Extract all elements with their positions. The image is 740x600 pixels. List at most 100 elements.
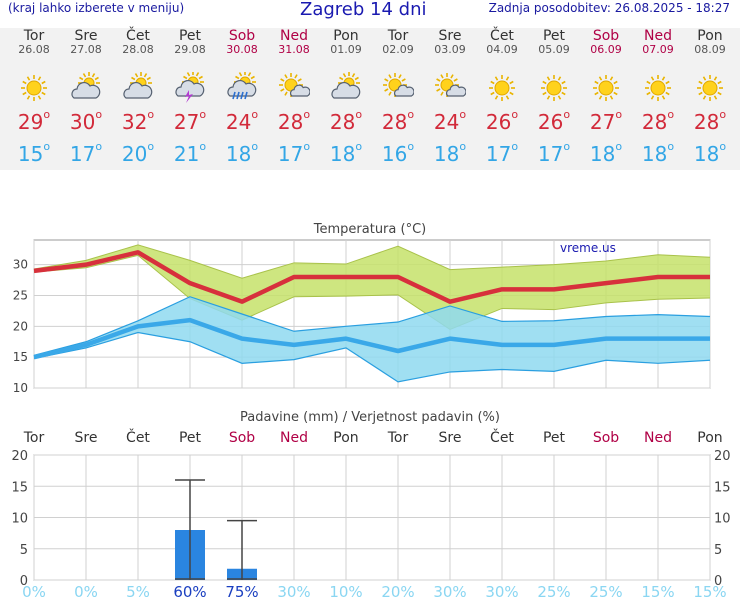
min-temp: 18o [589, 140, 623, 166]
sun-icon [697, 75, 723, 101]
precip-probability: 75% [225, 583, 258, 600]
precip-day-label: Tor [23, 430, 45, 446]
max-range-lower [33, 254, 711, 330]
day-date: 03.09 [434, 43, 466, 56]
min-temp: 18o [225, 140, 259, 166]
day-column: Čet 28.08 32o 20o [112, 28, 164, 170]
day-column: Pon 01.09 28o 18o [320, 28, 372, 170]
day-date: 05.09 [538, 43, 570, 56]
min-temp: 17o [485, 140, 519, 166]
min-temp: 17o [69, 140, 103, 166]
y-tick-label-left: 0 [20, 574, 28, 589]
precip-day-label: Sob [593, 430, 619, 446]
precip-probability: 25% [589, 583, 622, 600]
y-tick-label-right: 5 [714, 543, 722, 558]
day-column: Pet 05.09 26o 17o [528, 28, 580, 170]
page-title: Zagreb 14 dni [300, 0, 427, 20]
precip-day-label: Čet [126, 428, 150, 446]
location-hint: (kraj lahko izberete v meniju) [8, 1, 185, 15]
precip-probability: 30% [485, 583, 518, 600]
min-range-upper [33, 296, 711, 356]
max-temp: 27o [173, 108, 207, 134]
min-temp: 21o [173, 140, 207, 166]
y-tick-label-right: 20 [714, 449, 731, 464]
precip-day-label: Sre [75, 430, 98, 446]
precip-probability: 0% [22, 583, 46, 600]
max-temp: 24o [433, 108, 467, 134]
min-temp: 18o [433, 140, 467, 166]
precip-probability: 15% [693, 583, 726, 600]
day-name: Ned [280, 28, 308, 44]
sun-icon [645, 75, 671, 101]
day-column: Sre 03.09 24o 18o [424, 28, 476, 170]
day-name: Čet [126, 28, 150, 44]
day-name: Tor [387, 28, 409, 44]
day-date: 07.09 [642, 43, 674, 56]
y-tick-label: 25 [13, 289, 28, 303]
day-column: Pon 08.09 28o 18o [684, 28, 736, 170]
precip-probability: 20% [381, 583, 414, 600]
max-temp-range [34, 244, 710, 330]
partly-sunny-icon [435, 73, 466, 97]
max-temp: 26o [537, 108, 571, 134]
precip-day-label: Ned [644, 430, 672, 446]
day-name: Ned [644, 28, 672, 44]
precip-probability: 10% [329, 583, 362, 600]
y-tick-label-right: 10 [714, 512, 731, 527]
precip-day-label: Čet [490, 428, 514, 446]
min-range-lower [33, 331, 711, 383]
day-name: Sre [438, 28, 462, 44]
day-column: Tor 02.09 28o 16o [372, 28, 424, 170]
precip-probability: 30% [433, 583, 466, 600]
max-temp: 28o [641, 108, 675, 134]
sun-icon [593, 75, 619, 101]
temperature-chart-title: Temperatura (°C) [313, 222, 426, 237]
forecast-charts: Temperatura (°C) 10 15 20 25 30 vreme.us Padav… [11, 222, 731, 600]
partly-sunny-icon [383, 73, 414, 97]
day-name: Pon [697, 28, 723, 44]
max-temp: 28o [693, 108, 727, 134]
storm-sun-icon [175, 72, 205, 103]
max-temp: 28o [277, 108, 311, 134]
precip-day-label: Sob [229, 430, 255, 446]
day-column: Sob 30.08 24o 18o [216, 28, 268, 170]
max-temp: 29o [17, 108, 51, 134]
precip-probability: 15% [641, 583, 674, 600]
precip-day-label: Sre [439, 430, 462, 446]
precip-probability: 30% [277, 583, 310, 600]
min-temp: 18o [329, 140, 363, 166]
min-temp: 17o [537, 140, 571, 166]
cloud-sun-icon [331, 72, 361, 99]
day-date: 02.09 [382, 43, 414, 56]
day-date: 04.09 [486, 43, 518, 56]
precip-day-label: Ned [280, 430, 308, 446]
precip-probability: 60% [173, 583, 206, 600]
precip-probability: 25% [537, 583, 570, 600]
max-temp: 26o [485, 108, 519, 134]
sun-icon [541, 75, 567, 101]
day-date: 27.08 [70, 43, 102, 56]
y-tick-label-left: 15 [11, 480, 28, 495]
sun-icon [21, 75, 47, 101]
cloud-sun-icon [71, 72, 101, 99]
y-tick-label-right: 0 [714, 574, 722, 589]
min-temp: 20o [121, 140, 155, 166]
max-temp: 30o [69, 108, 103, 134]
min-temp: 18o [693, 140, 727, 166]
max-temp: 28o [381, 108, 415, 134]
min-temp: 15o [17, 140, 51, 166]
day-date: 06.09 [590, 43, 622, 56]
day-name: Tor [23, 28, 45, 44]
temperature-chart: Temperatura (°C) 10 15 20 25 30 vreme.us [13, 222, 711, 395]
day-date: 26.08 [18, 43, 50, 56]
precip-day-label: Pet [179, 430, 202, 446]
day-name: Sre [74, 28, 98, 44]
daily-forecast-strip: Tor 26.08 29o 15o Sre 27.08 30o 17o Čet 28.08 32o 2… [0, 28, 740, 170]
day-name: Sob [228, 28, 256, 44]
min-temp: 17o [277, 140, 311, 166]
watermark: vreme.us [560, 241, 616, 255]
day-date: 01.09 [330, 43, 362, 56]
day-date: 08.09 [694, 43, 726, 56]
precip-day-label: Pon [697, 430, 722, 446]
y-tick-label-left: 20 [11, 449, 28, 464]
